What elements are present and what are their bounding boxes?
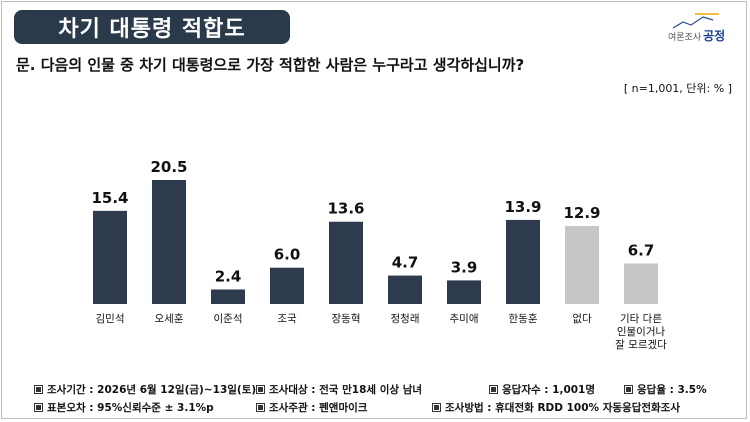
- bar-0: [93, 210, 127, 304]
- value-label-0: 15.4: [91, 189, 128, 207]
- sampling-error: 표본오차 : 95%신뢰수준 ± 3.1%p: [47, 402, 214, 414]
- bullet-icon: [432, 402, 441, 412]
- chart-title: 차기 대통령 적합도: [14, 10, 290, 44]
- response-rate: 응답율 : 3.5%: [637, 384, 707, 396]
- bullet-icon: [34, 402, 43, 412]
- survey-target: 조사대상 : 전국 만18세 이상 남녀: [269, 384, 423, 396]
- category-label-9-2: 잘 모르겠다: [615, 339, 667, 350]
- logo-brand: 공정: [703, 29, 726, 43]
- category-label-8: 없다: [572, 312, 592, 325]
- bullet-icon: [256, 384, 265, 394]
- question-text: 문. 다음의 인물 중 차기 대통령으로 가장 적합한 사람은 누구라고 생각하…: [16, 56, 525, 74]
- logo-label: 여론조사: [668, 33, 702, 43]
- bullet-icon: [256, 402, 265, 412]
- category-label-2: 이준석: [214, 313, 243, 325]
- survey-sponsor: 조사주관 : 펜앤마이크: [269, 402, 368, 414]
- logo-text: 여론조사 공정: [668, 27, 725, 44]
- bullet-icon: [489, 384, 498, 394]
- unit-note: [ n=1,001, 단위: % ]: [623, 82, 732, 95]
- category-label-4: 장동혁: [332, 313, 361, 325]
- category-label-6: 추미애: [450, 313, 479, 325]
- bullet-icon: [34, 384, 43, 394]
- value-label-4: 13.6: [327, 200, 364, 218]
- bar-7: [506, 219, 540, 304]
- category-label-9-0: 기타 다른: [620, 313, 662, 325]
- bar-4: [329, 221, 363, 304]
- value-label-2: 2.4: [215, 267, 242, 285]
- bullet-icon: [624, 384, 633, 394]
- category-label-3: 조국: [277, 313, 297, 325]
- survey-method: 조사방법 : 휴대전화 RDD 100% 자동응답전화조사: [445, 402, 680, 414]
- logo-graph-icon: [672, 13, 719, 29]
- survey-period: 조사기간 : 2026년 6월 12일(금)~13일(토): [47, 384, 257, 396]
- category-label-5: 정청래: [391, 313, 420, 325]
- bar-3: [270, 267, 304, 304]
- bar-6: [447, 280, 481, 304]
- category-label-1: 오세훈: [155, 312, 184, 325]
- bar-1: [152, 180, 186, 304]
- bar-chart: 15.4 김민석 20.5 오세훈 2.4 이준석 6.0 조국 13.6 장동혁 4.7 정청래 3.…: [91, 158, 667, 350]
- value-label-9: 6.7: [628, 241, 655, 259]
- bar-5: [388, 275, 422, 304]
- bar-9: [624, 263, 658, 304]
- value-label-5: 4.7: [392, 254, 419, 272]
- category-label-7: 한동훈: [509, 312, 538, 325]
- bar-2: [211, 289, 245, 304]
- value-label-7: 13.9: [504, 198, 541, 216]
- value-label-1: 20.5: [150, 158, 187, 176]
- respondent-count: 응답자수 : 1,001명: [502, 384, 596, 396]
- value-label-8: 12.9: [563, 204, 600, 222]
- bar-8: [565, 225, 599, 304]
- category-label-0: 김민석: [96, 313, 125, 325]
- value-label-6: 3.9: [451, 258, 478, 276]
- category-label-9-1: 인물이거나: [617, 326, 666, 338]
- value-label-3: 6.0: [274, 246, 301, 264]
